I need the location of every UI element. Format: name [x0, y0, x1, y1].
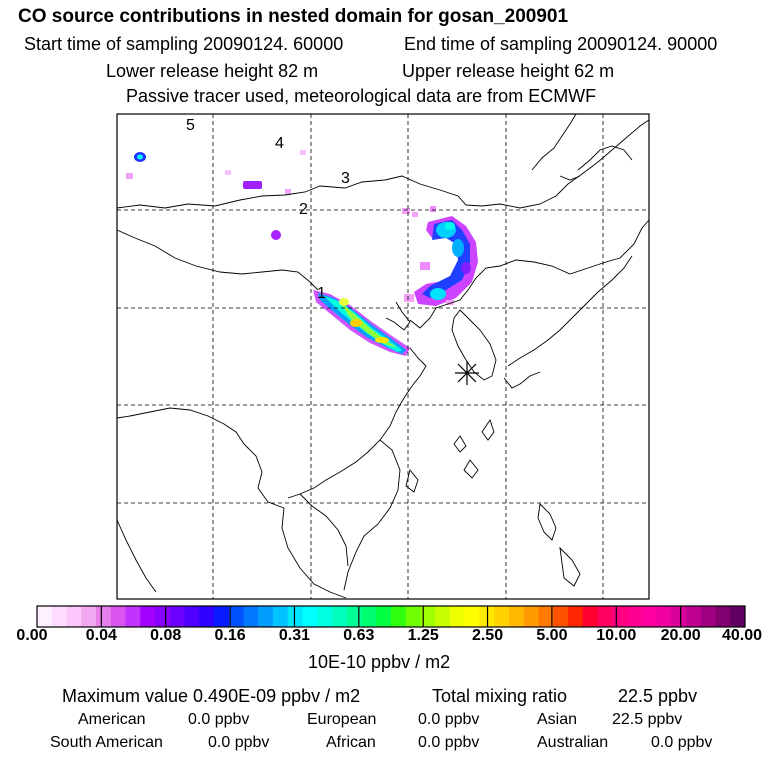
colorbar-cell: [553, 606, 569, 627]
max-value-label: Maximum value 0.490E-09 ppbv / m2: [62, 686, 361, 706]
colorbar-cell: [302, 606, 318, 627]
region-australian-value: 0.0 ppbv: [651, 734, 713, 751]
marker-5-label: 5: [186, 117, 195, 134]
colorbar-cell: [612, 606, 628, 627]
colorbar-cell: [464, 606, 480, 627]
total-mixing-ratio-label: Total mixing ratio: [432, 686, 568, 706]
colorbar-tick-label: 0.63: [343, 627, 375, 644]
colorbar-cell: [538, 606, 554, 627]
colorbar-cell: [494, 606, 510, 627]
colorbar-cell: [523, 606, 539, 627]
colorbar-cell: [66, 606, 82, 627]
region-south-american-value: 0.0 ppbv: [208, 734, 270, 751]
colorbar-cell: [287, 606, 303, 627]
colorbar-tick-label: 2.50: [471, 627, 504, 644]
marker-4-label: 4: [275, 135, 284, 152]
region-australian-name: Australian: [537, 734, 609, 751]
region-european-name: European: [307, 711, 377, 728]
colorbar-cell: [582, 606, 598, 627]
colorbar-cell: [332, 606, 348, 627]
colorbar-cell: [96, 606, 112, 627]
colorbar-units: 10E-10 ppbv / m2: [308, 652, 451, 672]
colorbar-cell: [273, 606, 289, 627]
region-asian-name: Asian: [537, 711, 578, 728]
colorbar-tick-label: 40.00: [721, 627, 763, 644]
colorbar-cell: [81, 606, 97, 627]
map-frame: [116, 113, 650, 600]
end-time-label: End time of sampling 20090124. 90000: [404, 34, 718, 54]
region-south-american-name: South American: [50, 734, 163, 751]
region-asian-value: 22.5 ppbv: [612, 711, 683, 728]
colorbar-tick-label: 5.00: [536, 627, 568, 644]
region-european-value: 0.0 ppbv: [418, 711, 480, 728]
colorbar-tick-label: 20.00: [660, 627, 701, 644]
colorbar-cell: [317, 606, 333, 627]
colorbar-cell: [686, 606, 702, 627]
colorbar-cell: [435, 606, 451, 627]
colorbar-tick-label: 1.25: [407, 627, 439, 644]
colorbar-cell: [110, 606, 126, 627]
colorbar-cell: [346, 606, 362, 627]
colorbar-cell: [169, 606, 185, 627]
plot-title: CO source contributions in nested domain…: [18, 6, 569, 27]
colorbar-cell: [597, 606, 613, 627]
colorbar-cell: [671, 606, 687, 627]
coastlines: [116, 113, 650, 599]
tracer-note-label: Passive tracer used, meteorological data…: [126, 86, 597, 106]
colorbar-frame: [36, 605, 746, 628]
colorbar-cell: [214, 606, 230, 627]
colorbar: [37, 606, 746, 627]
colorbar-cell: [391, 606, 407, 627]
colorbar-cell: [199, 606, 215, 627]
colorbar-cell: [509, 606, 525, 627]
colorbar-tick-label: 0.04: [85, 627, 117, 644]
marker-3-label: 3: [341, 170, 350, 187]
marker-2-label: 2: [299, 201, 308, 218]
colorbar-tick-label: 0.16: [214, 627, 246, 644]
colorbar-cell: [641, 606, 657, 627]
colorbar-cell: [228, 606, 244, 627]
colorbar-cell: [37, 606, 53, 627]
region-african-value: 0.0 ppbv: [418, 734, 480, 751]
region-american-name: American: [78, 711, 146, 728]
upper-release-height-label: Upper release height 62 m: [402, 61, 615, 81]
colorbar-cell: [656, 606, 672, 627]
marker-1-label: 1: [317, 285, 326, 302]
colorbar-cell: [258, 606, 274, 627]
colorbar-cell: [715, 606, 731, 627]
receptor-asterisk-icon: [455, 361, 479, 385]
colorbar-cell: [140, 606, 156, 627]
colorbar-cell: [51, 606, 67, 627]
colorbar-cell: [700, 606, 716, 627]
colorbar-cell: [568, 606, 584, 627]
total-mixing-ratio-value: 22.5 ppbv: [618, 686, 698, 706]
colorbar-cell: [184, 606, 200, 627]
colorbar-tick-label: 0.31: [278, 627, 311, 644]
colorbar-cell: [376, 606, 392, 627]
colorbar-cell: [125, 606, 141, 627]
colorbar-cell: [730, 606, 746, 627]
lower-release-height-label: Lower release height 82 m: [106, 61, 319, 81]
colorbar-cell: [155, 606, 171, 627]
colorbar-cell: [450, 606, 466, 627]
colorbar-cell: [405, 606, 421, 627]
colorbar-tick-label: 0.00: [16, 627, 48, 644]
colorbar-cell: [243, 606, 259, 627]
start-time-label: Start time of sampling 20090124. 60000: [24, 34, 344, 54]
lat-lon-grid: [117, 114, 649, 599]
colorbar-tick-label: 10.00: [596, 627, 637, 644]
colorbar-tick-label: 0.08: [150, 627, 182, 644]
region-african-name: African: [326, 734, 376, 751]
plume-field: [126, 150, 478, 356]
colorbar-cell: [361, 606, 377, 627]
colorbar-cell: [627, 606, 643, 627]
region-american-value: 0.0 ppbv: [188, 711, 250, 728]
colorbar-cell: [420, 606, 436, 627]
